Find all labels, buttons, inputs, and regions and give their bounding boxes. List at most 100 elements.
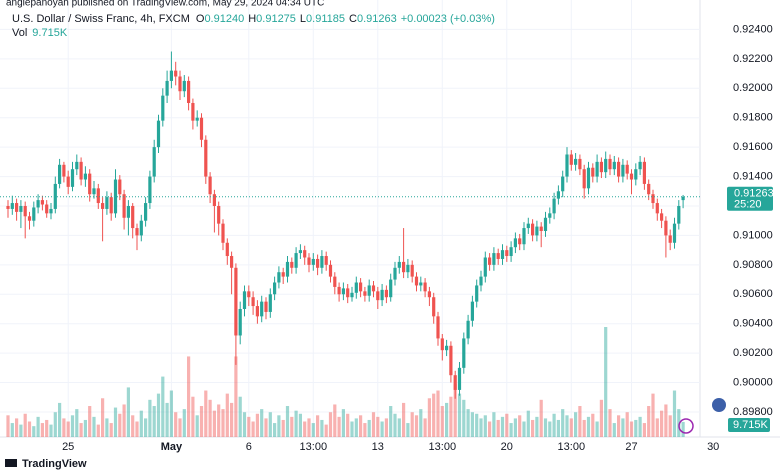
volume-bar — [389, 406, 393, 437]
candle-body — [604, 158, 608, 173]
volume-bar — [45, 419, 49, 437]
candle-body — [70, 169, 75, 187]
volume-bar — [445, 402, 449, 437]
volume-bar — [574, 412, 578, 437]
candle-body — [113, 179, 118, 214]
volume-bar — [169, 390, 173, 437]
candle-body — [359, 282, 363, 292]
volume-bar — [53, 412, 57, 437]
candle-body — [380, 289, 384, 301]
candle-body — [402, 261, 406, 273]
volume-bar — [109, 423, 113, 437]
candle-body — [324, 256, 328, 265]
ohlc-value: 0.91275 — [256, 13, 296, 25]
x-tick-label: 13 — [372, 441, 384, 453]
event-icon[interactable] — [678, 418, 694, 434]
candle-body — [419, 282, 423, 286]
candle-body — [556, 191, 560, 199]
volume-bar — [625, 412, 629, 437]
volume-bar — [436, 390, 440, 437]
candle-body — [518, 238, 522, 245]
candle-body — [161, 95, 165, 121]
volume-bar — [225, 393, 229, 437]
candle-body — [148, 176, 152, 204]
volume-bar — [552, 413, 556, 437]
volume-bar — [565, 415, 569, 437]
volume-bar — [427, 398, 431, 437]
candle-body — [247, 291, 251, 298]
volume-bar — [367, 419, 371, 437]
candle-body — [311, 258, 315, 265]
candle-body — [152, 147, 156, 177]
candle-body — [427, 291, 431, 298]
ohlc-value: 0.91185 — [306, 13, 345, 25]
volume-bar — [341, 409, 345, 437]
volume-bar — [144, 418, 148, 437]
volume-bar — [277, 415, 281, 437]
volume-bar — [10, 423, 14, 437]
candle-body — [531, 223, 535, 236]
volume-bar — [440, 406, 444, 437]
volume-bar — [217, 404, 221, 437]
volume-bar — [354, 418, 358, 437]
volume-bar — [242, 412, 247, 437]
candle-body — [281, 272, 285, 277]
volume-bar — [543, 418, 548, 437]
volume-bar — [522, 421, 526, 437]
volume-bar — [423, 418, 427, 437]
volume-bar — [161, 376, 165, 437]
volume-bar — [470, 412, 474, 437]
volume-bar — [402, 402, 406, 437]
volume-bar — [273, 423, 277, 437]
candle-body — [109, 197, 113, 214]
candle-body — [174, 70, 178, 77]
volume-bar — [496, 419, 500, 437]
volume-bar — [350, 421, 354, 437]
volume-bar — [642, 423, 646, 437]
candle-body — [333, 276, 337, 287]
volume-bar — [182, 409, 186, 437]
volume-bar — [230, 402, 234, 437]
volume-bar — [139, 410, 143, 437]
candle-body — [165, 80, 169, 96]
volume-bar — [19, 424, 23, 437]
y-tick-label: 0.90200 — [733, 347, 773, 359]
volume-bar — [290, 416, 294, 437]
volume-bar — [595, 421, 599, 437]
volume-bar — [260, 409, 264, 437]
volume-bar — [664, 404, 668, 437]
candle-body — [414, 276, 419, 286]
footer-logo: TradingView — [5, 458, 87, 470]
candle-body — [470, 301, 474, 321]
candle-body — [621, 164, 625, 177]
volume-bar — [165, 402, 169, 437]
volume-bar — [621, 418, 625, 437]
volume-bar — [298, 413, 302, 437]
candle-body — [500, 250, 505, 259]
candle-body — [23, 205, 27, 217]
candle-body — [397, 261, 401, 268]
volume-bar — [677, 409, 681, 437]
header: U.S. Dollar / Swiss Franc, 4h, FXCM O0.91… — [12, 13, 495, 25]
volume-bar — [204, 390, 208, 437]
x-tick-label: 6 — [246, 441, 252, 453]
candle-body — [634, 169, 638, 180]
countdown: 25:20 — [734, 199, 762, 211]
ohlc-label: H — [248, 13, 256, 25]
candle-body — [238, 308, 242, 336]
candle-body — [655, 203, 659, 214]
volume-bar — [397, 418, 401, 437]
volume-bar — [414, 415, 419, 437]
candle-body — [79, 161, 83, 180]
candle-body — [638, 161, 642, 170]
volume-bar — [604, 327, 608, 437]
candle-body — [677, 205, 681, 224]
volume-bar — [466, 409, 470, 437]
volume-bar — [453, 384, 457, 437]
volume-bar — [535, 416, 539, 437]
candle-body — [337, 286, 341, 295]
y-tick-label: 0.90800 — [733, 259, 773, 271]
candle-body — [548, 213, 552, 218]
candle-body — [371, 285, 376, 292]
candle-body — [320, 256, 324, 268]
